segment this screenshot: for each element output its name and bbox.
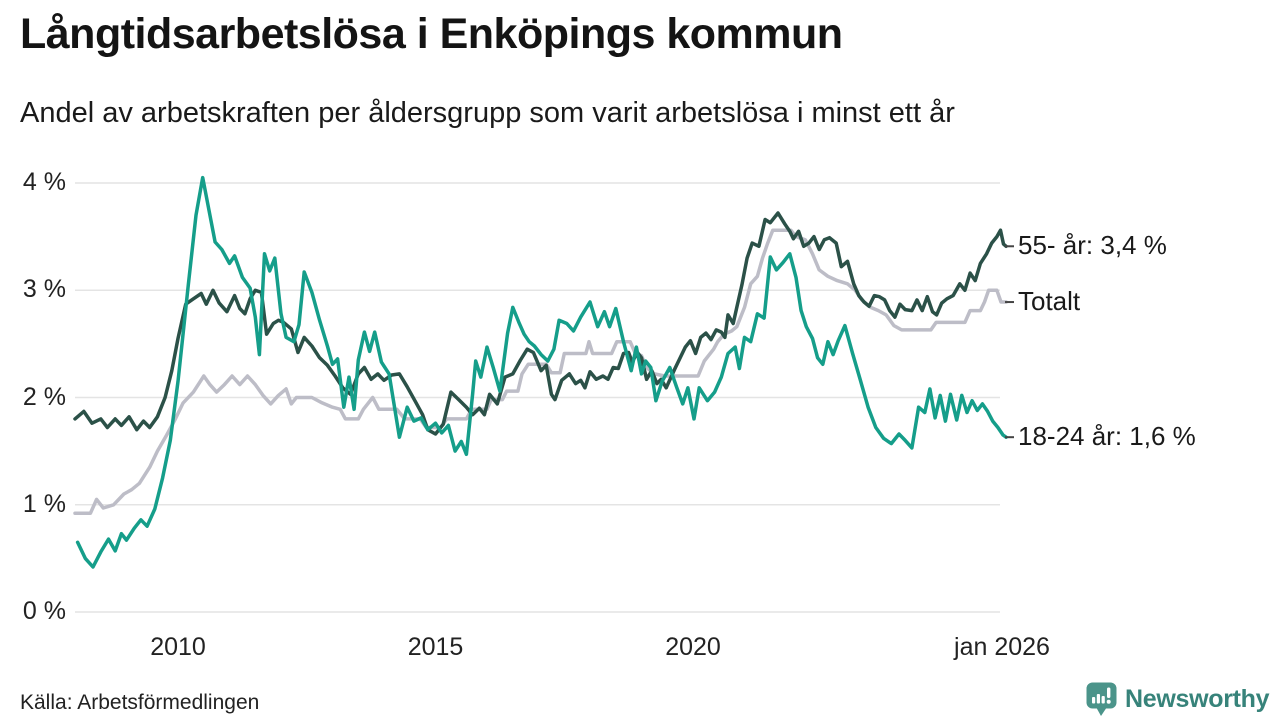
series-end-label: 18-24 år: 1,6 % bbox=[1018, 421, 1196, 452]
page-title: Långtidsarbetslösa i Enköpings kommun bbox=[20, 10, 843, 58]
series-end-label: Totalt bbox=[1018, 286, 1081, 317]
newsworthy-icon bbox=[1086, 682, 1117, 716]
y-tick-label: 4 % bbox=[22, 168, 66, 196]
x-tick-label: 2010 bbox=[150, 633, 206, 661]
y-tick-label: 3 % bbox=[22, 275, 66, 304]
series-line-18-24-r bbox=[75, 175, 1008, 569]
y-tick-label: 1 % bbox=[22, 489, 66, 518]
y-tick-label: 2 % bbox=[22, 382, 66, 411]
series-end-label: 55- år: 3,4 % bbox=[1018, 230, 1167, 261]
series-line-55-r bbox=[73, 211, 1008, 436]
series-lines bbox=[73, 175, 1008, 569]
source-note: Källa: Arbetsförmedlingen bbox=[20, 691, 260, 714]
x-tick-label: 2020 bbox=[665, 633, 721, 661]
x-tick-label: 2015 bbox=[407, 633, 464, 661]
brand-logo: Newsworthy bbox=[1086, 682, 1270, 717]
page-subtitle: Andel av arbetskraften per åldersgrupp s… bbox=[20, 97, 955, 129]
end-label-dashes bbox=[1005, 245, 1014, 439]
y-tick-label: 0 % bbox=[22, 597, 66, 625]
brand-name: Newsworthy bbox=[1125, 685, 1270, 713]
gridlines bbox=[75, 182, 1000, 613]
x-tick-label: jan 2026 bbox=[954, 633, 1050, 661]
